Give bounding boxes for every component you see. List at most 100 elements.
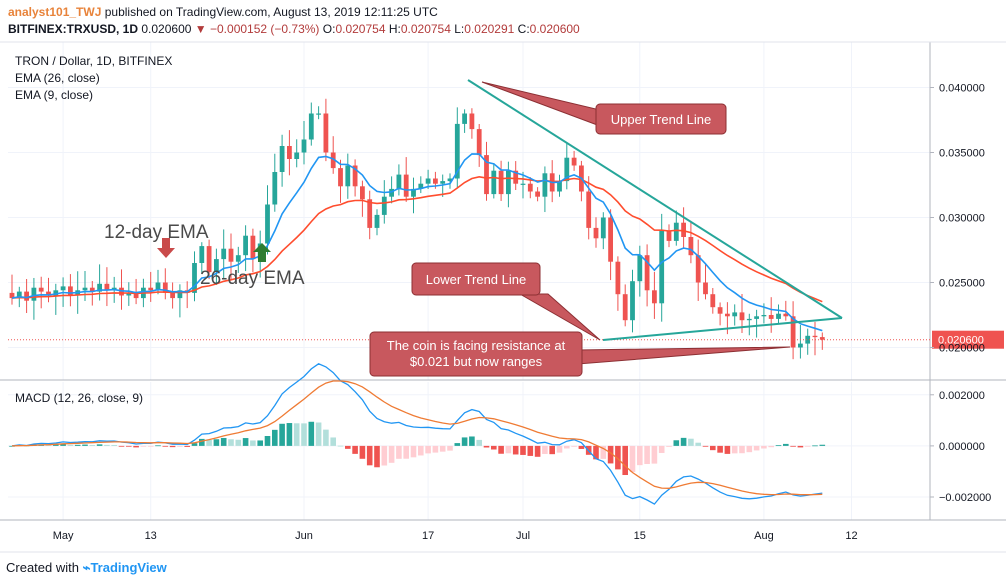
macd-histogram-bar [629, 445, 636, 472]
candle-body [798, 343, 803, 348]
candle-body [250, 235, 256, 260]
candle-body [16, 291, 22, 299]
macd-histogram-bar [542, 445, 548, 454]
macd-histogram-bar [469, 436, 475, 446]
candle-body [403, 174, 409, 197]
macd-histogram-bar [549, 445, 555, 455]
macd-histogram-bar [593, 445, 599, 460]
candle-body [520, 183, 526, 185]
candle-body [637, 255, 643, 282]
candle-body [97, 283, 102, 292]
price-tick-label: 0.025000 [939, 278, 985, 290]
candle-body [360, 186, 365, 200]
macd-histogram-bar [374, 445, 380, 468]
grid-lines [8, 42, 930, 520]
macd-histogram-bar [607, 445, 614, 464]
candle-body [484, 155, 489, 195]
macd-histogram-bar [651, 445, 658, 464]
macd-histogram-bar [819, 444, 826, 446]
ema26-annotation: 26-day EMA [200, 268, 305, 289]
candle-body [235, 255, 241, 262]
macd-histogram-bar [702, 445, 709, 447]
macd-histogram-bar [673, 440, 680, 446]
macd-histogram-bar [491, 445, 497, 450]
candle-body [214, 259, 219, 273]
candle-body [557, 181, 562, 192]
macd-histogram-bar [293, 423, 300, 446]
macd-histogram-bar [797, 445, 804, 448]
down-arrow-marker-icon [157, 238, 175, 258]
macd-histogram-bar [126, 445, 132, 447]
candle-body [265, 204, 270, 244]
candle-body [68, 286, 73, 296]
macd-histogram-bar [425, 445, 431, 454]
candle-body [148, 287, 154, 291]
candle-body [754, 316, 759, 319]
price-change: −0.000152 (−0.73%) [210, 22, 320, 36]
macd-histogram-bar [155, 445, 161, 447]
author-name[interactable]: analyst101_TWJ [8, 5, 102, 19]
macd-histogram-bar [775, 445, 782, 447]
chart-title: TRON / Dollar, 1D, BITFINEX [15, 54, 173, 68]
candle-body [9, 292, 15, 299]
axes [0, 41, 1006, 553]
macd-histogram-bar [359, 445, 366, 459]
macd-histogram-bar [556, 445, 563, 453]
candle-body [294, 152, 300, 159]
candle-body [666, 230, 672, 241]
low-value: 0.020291 [464, 22, 515, 36]
macd-legend: MACD (12, 26, close, 9) [15, 391, 144, 405]
macd-histogram-bar [658, 445, 665, 453]
macd-tick-label: 0.000000 [939, 441, 985, 453]
candle-body [498, 170, 504, 195]
macd-histogram-bar [600, 445, 607, 459]
macd-histogram-bar [578, 445, 585, 449]
price-tick-label: 0.040000 [939, 83, 985, 95]
created-with-label: Created with [6, 560, 79, 575]
macd-histogram-bar [461, 437, 468, 446]
macd-signal-line [11, 380, 823, 496]
upper-callout-box [595, 103, 727, 135]
candle-body [279, 146, 285, 172]
macd-histogram-bar [53, 444, 59, 446]
macd-histogram-bar [308, 421, 315, 446]
time-tick-label: Jun [295, 530, 313, 542]
candle-body [367, 199, 373, 228]
macd-histogram-bar [301, 423, 307, 446]
macd-histogram-bar [483, 445, 490, 448]
candle-body [622, 294, 628, 321]
time-tick-label: 15 [634, 530, 646, 542]
candle-body [199, 246, 205, 263]
candle-body [301, 139, 307, 153]
macd-histogram-bar [323, 429, 329, 446]
macd-histogram-bar [498, 445, 504, 454]
candle-body [462, 113, 467, 124]
resistance-callout-line1: The coin is facing resistance at [387, 338, 566, 353]
candle-body [491, 170, 497, 195]
macd-histogram-bar [279, 423, 285, 446]
candle-body [542, 173, 548, 197]
candle-body [425, 178, 431, 184]
macd-histogram-bar [564, 445, 570, 449]
candle-body [60, 286, 66, 291]
candle-body [287, 146, 292, 159]
candle-body [725, 313, 730, 317]
macd-pane [9, 363, 826, 505]
last-price: 0.020600 [141, 22, 192, 36]
macd-histogram-bar [388, 445, 395, 463]
tradingview-logo-icon[interactable]: ⌁ [82, 560, 91, 575]
macd-histogram-bar [615, 445, 621, 470]
macd-tick-label: −0.002000 [939, 492, 991, 504]
tradingview-brand[interactable]: TradingView [90, 560, 167, 575]
candle-body [396, 174, 402, 189]
candle-body [805, 335, 811, 344]
macd-histogram-bar [680, 437, 687, 446]
macd-histogram-bar [512, 445, 519, 455]
macd-histogram-bar [454, 443, 461, 446]
macd-histogram-bar [783, 443, 789, 446]
candle-body [374, 214, 380, 228]
ema-26-line [11, 175, 823, 303]
candle-body [600, 217, 606, 239]
macd-histogram-bar [228, 439, 234, 446]
